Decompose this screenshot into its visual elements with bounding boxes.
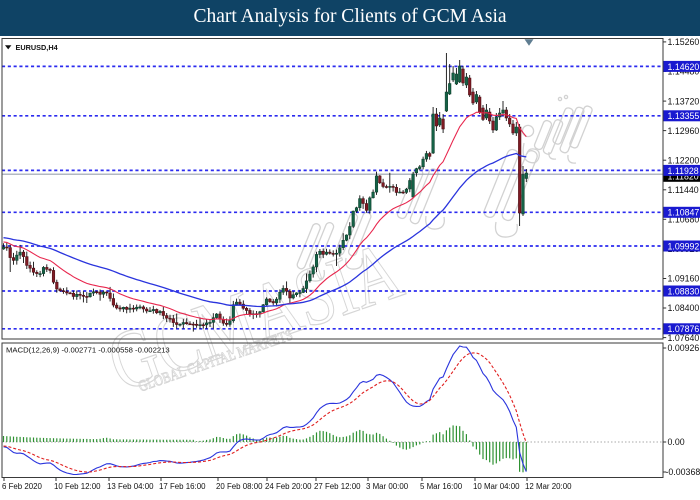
svg-text:1.10847: 1.10847 — [668, 208, 700, 218]
svg-text:1.13355: 1.13355 — [668, 111, 700, 121]
svg-text:EURUSD,H4: EURUSD,H4 — [16, 43, 59, 52]
svg-text:27 Feb 12:00: 27 Feb 12:00 — [314, 482, 361, 491]
svg-text:1.10680: 1.10680 — [668, 215, 700, 225]
svg-text:1.07876: 1.07876 — [668, 324, 700, 334]
svg-text:1.11820: 1.11820 — [668, 172, 699, 182]
svg-text:20 Feb 08:00: 20 Feb 08:00 — [216, 482, 263, 491]
svg-text:0.00926: 0.00926 — [668, 343, 700, 353]
svg-text:1.12960: 1.12960 — [668, 126, 700, 136]
svg-text:1.08830: 1.08830 — [668, 286, 700, 296]
svg-text:1.11928: 1.11928 — [668, 166, 699, 176]
svg-text:1.14620: 1.14620 — [668, 62, 700, 72]
svg-text:1.08400: 1.08400 — [668, 303, 700, 313]
svg-text:-0.003684: -0.003684 — [666, 467, 700, 477]
svg-text:MACD(12,26,9) -0.002771 -0.0: MACD(12,26,9) -0.002771 -0.000558 -0.002… — [6, 346, 170, 355]
svg-text:1.11440: 1.11440 — [668, 185, 699, 195]
svg-text:1.09992: 1.09992 — [668, 241, 700, 251]
svg-text:3 Mar 00:00: 3 Mar 00:00 — [366, 482, 409, 491]
svg-text:1.07640: 1.07640 — [668, 333, 700, 343]
svg-text:0.00: 0.00 — [668, 437, 685, 447]
svg-text:12 Mar 20:00: 12 Mar 20:00 — [525, 482, 572, 491]
svg-text:24 Feb 20:00: 24 Feb 20:00 — [265, 482, 312, 491]
svg-text:13 Feb 04:00: 13 Feb 04:00 — [107, 482, 154, 491]
svg-text:1.12200: 1.12200 — [668, 155, 700, 165]
svg-text:5 Mar 16:00: 5 Mar 16:00 — [420, 482, 463, 491]
svg-text:17 Feb 16:00: 17 Feb 16:00 — [159, 482, 206, 491]
svg-text:6 Feb 2020: 6 Feb 2020 — [2, 482, 43, 491]
svg-text:10 Mar 04:00: 10 Mar 04:00 — [473, 482, 520, 491]
svg-text:1.09160: 1.09160 — [668, 274, 700, 284]
svg-text:1.13720: 1.13720 — [668, 96, 700, 106]
svg-text:1.15260: 1.15260 — [668, 37, 700, 47]
svg-text:10 Feb 12:00: 10 Feb 12:00 — [54, 482, 101, 491]
